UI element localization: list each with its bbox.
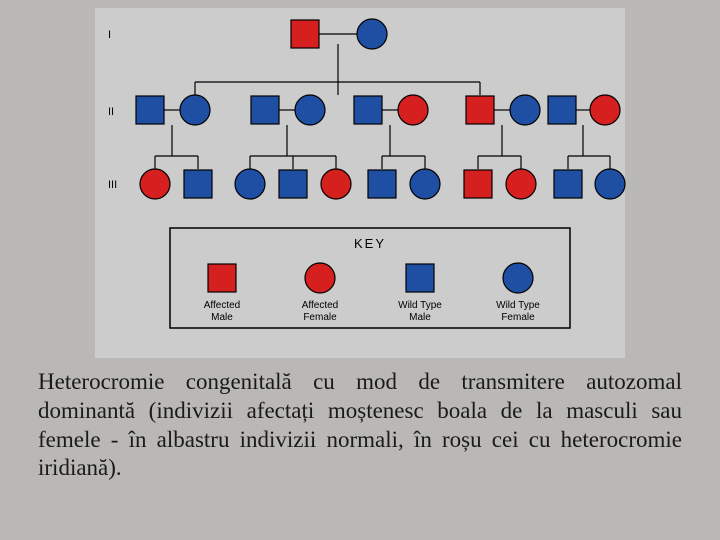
female-node xyxy=(321,169,351,199)
key-title: KEY xyxy=(354,236,386,251)
female-node xyxy=(357,19,387,49)
male-node xyxy=(184,170,212,198)
key-item-label: Wild Type xyxy=(496,300,540,311)
female-node xyxy=(140,169,170,199)
male-node xyxy=(251,96,279,124)
male-node xyxy=(354,96,382,124)
female-node xyxy=(180,95,210,125)
generation-label: I xyxy=(108,29,111,41)
key-item-label: Affected xyxy=(302,300,339,311)
caption-text: Heterocromie congenitală cu mod de trans… xyxy=(38,368,682,483)
key-item-label: Male xyxy=(409,312,431,323)
key-item-label: Female xyxy=(303,312,337,323)
female-node xyxy=(235,169,265,199)
male-node xyxy=(406,264,434,292)
male-node xyxy=(279,170,307,198)
generation-label: II xyxy=(108,106,114,118)
female-node xyxy=(295,95,325,125)
female-node xyxy=(398,95,428,125)
female-node xyxy=(506,169,536,199)
slide-container: { "colors": { "bg": "#b9b8b4", "panel": … xyxy=(0,0,720,540)
key-item-label: Female xyxy=(501,312,535,323)
male-node xyxy=(291,20,319,48)
male-node xyxy=(548,96,576,124)
female-node xyxy=(503,263,533,293)
female-node xyxy=(410,169,440,199)
key-item-label: Male xyxy=(211,312,233,323)
key-item-label: Wild Type xyxy=(398,300,442,311)
male-node xyxy=(554,170,582,198)
female-node xyxy=(305,263,335,293)
male-node xyxy=(466,96,494,124)
generation-label: III xyxy=(108,179,117,191)
male-node xyxy=(368,170,396,198)
male-node xyxy=(136,96,164,124)
female-node xyxy=(590,95,620,125)
key-item-label: Affected xyxy=(204,300,241,311)
male-node xyxy=(464,170,492,198)
female-node xyxy=(510,95,540,125)
female-node xyxy=(595,169,625,199)
pedigree-diagram: IIIIIIKEYAffectedMaleAffectedFemaleWild … xyxy=(0,0,720,360)
male-node xyxy=(208,264,236,292)
